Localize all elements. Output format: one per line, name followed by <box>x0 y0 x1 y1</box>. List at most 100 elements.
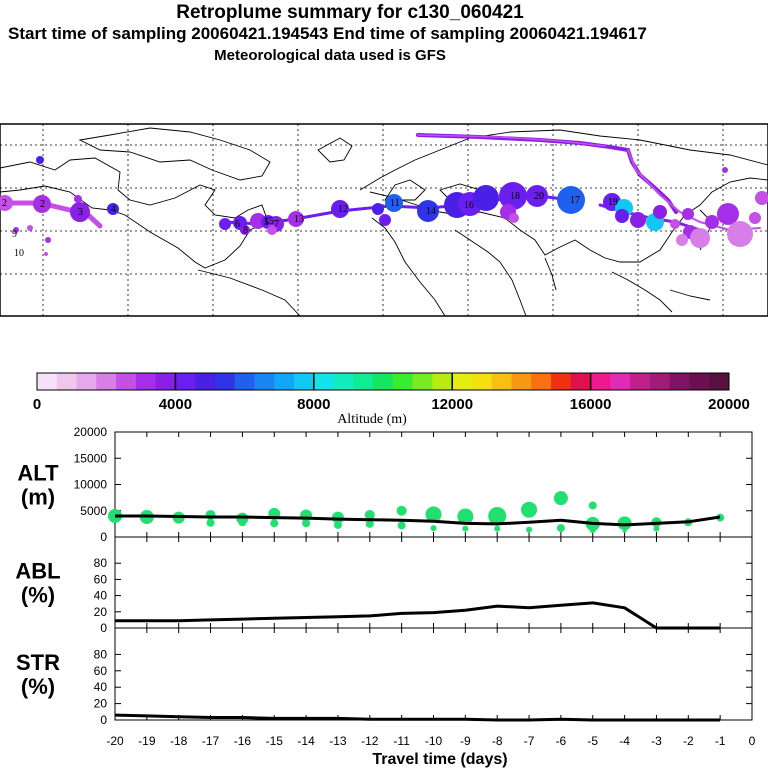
y-tick-label: 80 <box>94 556 108 570</box>
x-tick-label: -6 <box>556 734 567 748</box>
map-label: 13 <box>294 214 304 225</box>
colorbar-swatch <box>491 373 513 390</box>
colorbar-swatch <box>630 373 651 390</box>
map-label: 11 <box>390 198 400 209</box>
colorbar-swatch <box>155 373 176 390</box>
colorbar-swatch <box>294 373 315 390</box>
trajectory-markers <box>0 156 768 256</box>
map-label: 2 <box>40 199 45 210</box>
colorbar-swatch <box>56 373 78 390</box>
map-label: 7 <box>274 219 279 230</box>
x-tick-label: -3 <box>651 734 662 748</box>
data-point <box>653 525 660 532</box>
map-label: 8 <box>243 225 248 236</box>
data-point <box>302 519 311 528</box>
colorbar-swatch <box>590 373 611 390</box>
colorbar-swatch <box>37 373 58 390</box>
panel-frame <box>114 627 753 721</box>
colorbar-swatch <box>214 373 236 390</box>
world-map: 2 2 3 4 5 6 7 8 9 10 11 12 13 14 15 16 17 18 19 20 <box>0 123 768 317</box>
data-point <box>494 525 501 532</box>
colorbar-swatch <box>274 373 295 390</box>
y-tick-label: 60 <box>94 572 108 586</box>
y-tick-label: 60 <box>94 664 108 678</box>
data-point <box>622 528 627 533</box>
colorbar-tick-label: 12000 <box>431 396 473 413</box>
data-point <box>589 527 596 534</box>
data-point <box>488 507 507 525</box>
x-tick-label: -19 <box>138 734 156 748</box>
data-point <box>238 518 247 527</box>
data-point <box>588 501 597 510</box>
map-label: 9 <box>12 229 17 240</box>
y-tick-label: 5000 <box>80 504 107 518</box>
data-point <box>521 501 538 518</box>
x-tick-label: -4 <box>619 734 630 748</box>
colorbar-swatch <box>412 373 433 390</box>
y-tick-label: 80 <box>94 647 108 661</box>
y-tick-label: 0 <box>100 621 107 635</box>
map-label: 4 <box>111 204 116 215</box>
x-tick-label: -14 <box>297 734 315 748</box>
x-tick-label: 0 <box>749 734 756 748</box>
map-label: 10 <box>14 248 24 259</box>
panel-ylabel: ABL <box>15 559 60 584</box>
x-tick-label: -2 <box>683 734 694 748</box>
x-tick-label: -13 <box>329 734 347 748</box>
map-label: 16 <box>464 200 474 211</box>
data-point <box>397 521 406 530</box>
data-point <box>617 516 632 531</box>
data-point <box>270 519 279 528</box>
x-tick-label: -5 <box>587 734 598 748</box>
chart-title: Retroplume summary for c130_060421 <box>176 2 524 23</box>
data-point <box>556 524 565 533</box>
colorbar-swatch <box>649 373 671 390</box>
y-tick-label: 40 <box>94 680 108 694</box>
panel-ylabel: STR <box>16 650 60 675</box>
y-tick-label: 40 <box>94 589 108 603</box>
colorbar-swatch <box>234 373 255 390</box>
panel-ylabel: (%) <box>21 674 55 699</box>
data-point <box>553 491 568 506</box>
x-tick-label: -8 <box>492 734 503 748</box>
data-point <box>364 509 375 520</box>
colorbar-swatch <box>531 373 552 390</box>
data-point <box>365 519 374 528</box>
colorbar-swatch <box>610 373 631 390</box>
map-label: 6 <box>235 219 240 230</box>
colorbar-tick-label: 8000 <box>297 396 330 413</box>
colorbar-tick-label: 20000 <box>708 396 750 413</box>
data-point <box>526 526 533 533</box>
colorbar-swatch <box>669 373 690 390</box>
colorbar-swatch <box>353 373 374 390</box>
altitude-colorbar <box>36 372 730 391</box>
colorbar-swatch <box>254 373 275 390</box>
map-day-labels: 2 2 3 4 5 6 7 8 9 10 11 12 13 14 15 16 17 18 19 20 <box>2 191 618 259</box>
x-tick-label: -18 <box>170 734 188 748</box>
x-tick-label: -12 <box>361 734 379 748</box>
series-line <box>114 713 721 722</box>
colorbar-swatch <box>373 373 394 390</box>
colorbar-tick-label: 4000 <box>159 396 192 413</box>
map-label: 3 <box>78 207 83 218</box>
map-label: 20 <box>534 191 544 202</box>
map-label: 14 <box>426 206 436 217</box>
met-data-note: Meteorological data used is GFS <box>214 47 446 64</box>
colorbar-swatch <box>116 373 137 390</box>
data-point <box>425 506 442 523</box>
map-label: 19 <box>608 197 618 208</box>
colorbar-swatch <box>195 373 216 390</box>
colorbar-tick-label: 0 <box>33 396 41 413</box>
sampling-times: Start time of sampling 20060421.194543 E… <box>8 24 647 43</box>
series-line <box>115 514 721 527</box>
map-label: 18 <box>510 191 520 202</box>
colorbar-swatch <box>570 373 592 390</box>
panel-frame <box>114 536 753 629</box>
y-tick-label: 20 <box>94 605 108 619</box>
panel-ylabel: ALT <box>17 461 59 486</box>
map-label: 17 <box>570 195 580 206</box>
x-tick-label: -7 <box>524 734 535 748</box>
data-point <box>457 508 474 525</box>
y-tick-label: 20000 <box>74 425 108 439</box>
